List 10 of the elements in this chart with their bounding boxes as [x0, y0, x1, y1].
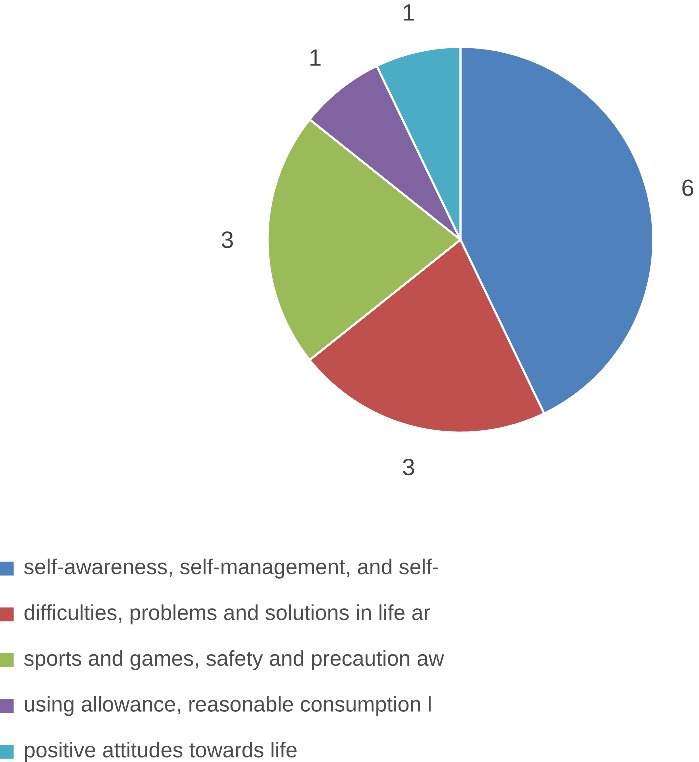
data-label: 3 — [403, 458, 414, 476]
data-label: 1 — [404, 4, 414, 21]
data-label: 1 — [310, 50, 321, 66]
legend-label: positive attitudes towards life — [25, 742, 297, 762]
legend-label: self-awareness, self-management, and self- — [24, 558, 438, 579]
legend-label: using allowance, reasonable consumption l — [25, 696, 431, 716]
data-label: 6 — [682, 180, 694, 196]
legend-label: sports and games, safety and precaution aw — [24, 650, 444, 670]
data-label: 3 — [222, 232, 234, 248]
legend-label: difficulties, problems and solutions in life ar — [24, 604, 430, 625]
